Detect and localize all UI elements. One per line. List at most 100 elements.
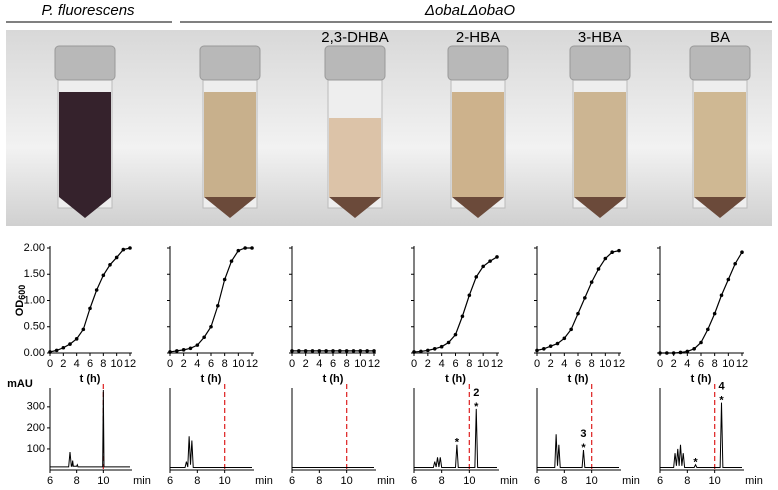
y-tick-label: 200: [27, 422, 45, 434]
data-point: [351, 349, 356, 353]
x-tick-label: 6: [411, 475, 417, 487]
x-tick-label: 6: [698, 358, 704, 370]
annotation-label: 2: [473, 387, 479, 399]
x-tick-label: 10: [232, 358, 244, 370]
annotation-marker: *: [474, 401, 479, 413]
data-point: [685, 349, 690, 354]
tube-tip: [452, 197, 504, 218]
x-tick-label: 12: [246, 358, 258, 370]
data-point: [114, 255, 119, 260]
x-tick-label: 0: [657, 358, 663, 370]
x-axis-label: t (h): [445, 373, 466, 385]
y-tick-label: 1.00: [24, 294, 45, 306]
data-point: [81, 327, 86, 332]
x-tick-label: 12: [491, 358, 503, 370]
condition-label: 2-HBA: [456, 29, 500, 46]
x-axis-label: min: [622, 475, 640, 487]
x-tick-label: 10: [219, 475, 231, 487]
data-point: [535, 348, 539, 353]
data-point: [61, 345, 66, 350]
tube-cap: [324, 45, 386, 81]
series-line: [413, 256, 498, 353]
x-tick-label: 0: [167, 358, 173, 370]
data-point: [548, 344, 553, 348]
data-point: [439, 344, 444, 349]
data-point: [542, 347, 546, 351]
data-point: [54, 348, 59, 353]
data-point: [583, 296, 587, 300]
x-tick-label: 6: [330, 358, 336, 370]
x-axis-label: t (h): [323, 373, 344, 385]
x-tick-label: 12: [124, 358, 136, 370]
data-point: [195, 343, 200, 347]
x-tick-label: 0: [47, 358, 53, 370]
tube-cap: [569, 45, 631, 81]
data-point: [562, 336, 567, 341]
x-tick-label: 10: [354, 358, 366, 370]
x-tick-label: 12: [613, 358, 625, 370]
x-axis-label: min: [255, 475, 273, 487]
data-point: [474, 275, 479, 279]
annotation-label: 4: [718, 381, 725, 393]
condition-label: 3-HBA: [578, 29, 622, 46]
tube-cap: [689, 45, 751, 81]
x-axis-label: min: [500, 475, 518, 487]
data-point: [740, 250, 744, 254]
data-point: [446, 340, 451, 345]
data-point: [74, 337, 79, 341]
x-tick-label: 10: [341, 475, 353, 487]
x-tick-label: 0: [534, 358, 540, 370]
tubes: [54, 45, 751, 218]
data-point: [699, 340, 703, 345]
x-tick-label: 6: [289, 475, 295, 487]
data-point: [495, 255, 499, 259]
x-tick-label: 6: [87, 358, 93, 370]
data-point: [481, 264, 485, 269]
data-point: [555, 341, 560, 346]
tube-cap: [447, 45, 509, 81]
data-point: [460, 314, 465, 319]
x-axis-label: t (h): [80, 373, 101, 385]
data-point: [94, 288, 99, 292]
y-tick-label: 1.50: [24, 268, 45, 280]
data-point: [290, 349, 294, 353]
data-point: [432, 347, 437, 351]
x-tick-label: 0: [289, 358, 295, 370]
data-point: [733, 261, 737, 266]
data-point: [310, 349, 315, 353]
data-point: [128, 246, 132, 250]
x-tick-label: 6: [657, 475, 663, 487]
tube-tip: [329, 197, 381, 218]
x-tick-label: 4: [194, 358, 200, 370]
x-axis-label: t (h): [568, 373, 589, 385]
series-line: [660, 402, 742, 468]
data-point: [610, 250, 614, 254]
data-point: [453, 332, 458, 337]
x-tick-label: 2: [425, 358, 431, 370]
data-point: [209, 324, 213, 329]
data-point: [726, 277, 731, 282]
data-point: [671, 351, 676, 355]
x-tick-label: 10: [709, 475, 721, 487]
x-tick-label: 2: [60, 358, 66, 370]
tube-tip: [204, 197, 256, 218]
tube-cap: [199, 45, 261, 81]
x-tick-label: 2: [181, 358, 187, 370]
x-tick-label: 6: [534, 475, 540, 487]
data-point: [706, 327, 710, 332]
data-point: [229, 259, 234, 263]
x-tick-label: 8: [344, 358, 350, 370]
x-tick-label: 10: [477, 358, 489, 370]
tube-tip: [574, 197, 626, 218]
data-point: [678, 350, 683, 355]
y-axis-label-main: OD: [14, 300, 26, 317]
tube-liquid: [452, 92, 504, 197]
y-tick-label: 2.00: [24, 242, 45, 254]
data-point: [358, 349, 363, 353]
data-point: [617, 248, 621, 253]
data-point: [324, 349, 328, 353]
y-tick-label: 0.50: [24, 321, 45, 333]
x-tick-label: 12: [736, 358, 748, 370]
data-point: [426, 348, 430, 353]
data-point: [372, 349, 376, 353]
